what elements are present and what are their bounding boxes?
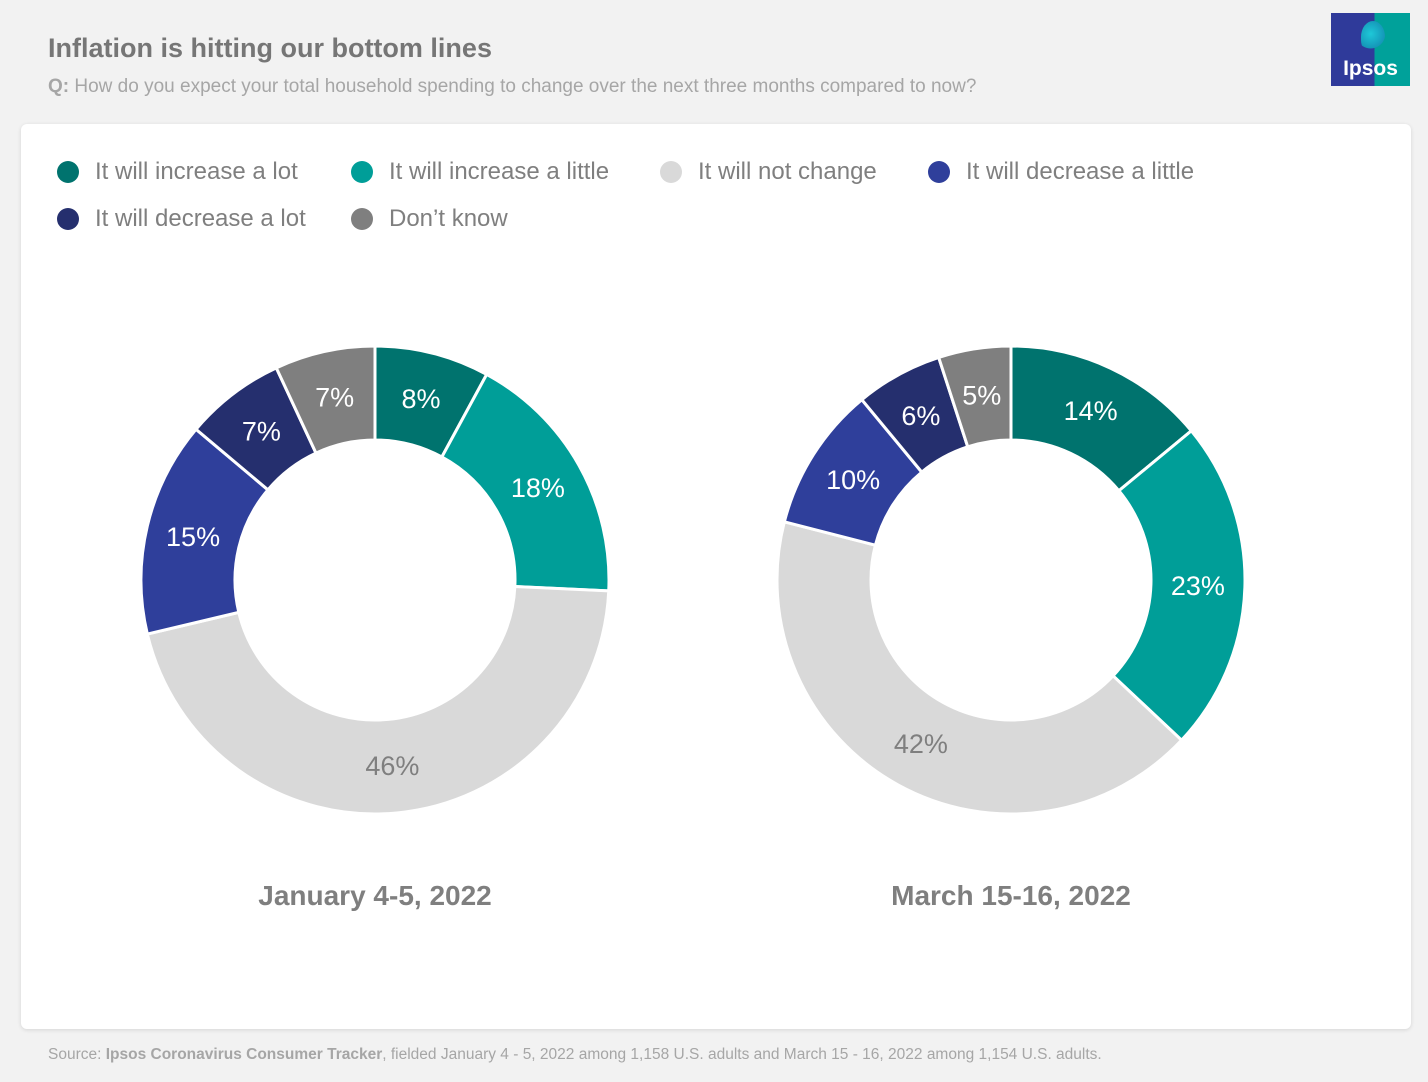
slice-increase-lot (1009, 344, 1194, 493)
slice-decrease-lot (859, 355, 970, 475)
chart-title-january: January 4-5, 2022 (258, 880, 492, 911)
data-label-no-change: 42% (894, 729, 948, 759)
source-name: Ipsos Coronavirus Consumer Tracker (105, 1046, 383, 1063)
data-label-no-change: 46% (365, 751, 419, 781)
legend-item-decrease-little: It will decrease a little (928, 158, 1194, 186)
legend-swatch (57, 208, 79, 230)
slice-dont-know (936, 344, 1013, 449)
slice-decrease-little (139, 427, 271, 636)
slice-no-change (145, 584, 611, 816)
chart-card: It will increase a lot It will increase … (21, 124, 1411, 1029)
ipsos-logo: Ipsos (1331, 13, 1410, 86)
data-label-dont-know: 5% (962, 380, 1001, 410)
data-label-decrease-lot: 7% (242, 416, 281, 446)
slice-increase-lot (373, 344, 489, 460)
data-label-decrease-lot: 6% (901, 401, 940, 431)
source-prefix: Source: (48, 1046, 102, 1063)
slice-decrease-lot (193, 365, 318, 492)
legend-swatch (351, 208, 373, 230)
legend-swatch (660, 161, 682, 183)
legend-item-increase-lot: It will increase a lot (57, 158, 298, 186)
source-details: , fielded January 4 - 5, 2022 among 1,15… (382, 1046, 1102, 1063)
data-label-increase-little: 18% (511, 473, 565, 503)
slice-increase-little (1110, 428, 1247, 743)
legend-label: Don’t know (389, 205, 508, 232)
legend-swatch (351, 161, 373, 183)
logo-text: Ipsos (1343, 57, 1398, 80)
slice-increase-little (439, 372, 611, 593)
slice-no-change (775, 519, 1184, 816)
logo-figure-icon (1361, 21, 1385, 53)
legend-label: It will decrease a lot (95, 205, 306, 232)
legend-label: It will decrease a little (966, 158, 1195, 185)
legend-swatch (928, 161, 950, 183)
legend-label: It will increase a little (389, 158, 610, 185)
question-body: How do you expect your total household s… (74, 76, 977, 97)
legend-label: It will increase a lot (95, 158, 298, 185)
legend-item-dont-know: Don’t know (351, 205, 508, 233)
legend-item-increase-little: It will increase a little (351, 158, 609, 186)
slice-decrease-little (782, 397, 924, 548)
slice-dont-know (274, 344, 377, 456)
page-title: Inflation is hitting our bottom lines (48, 33, 492, 63)
data-label-increase-little: 23% (1171, 571, 1225, 601)
legend-label: It will not change (698, 158, 877, 185)
data-label-decrease-little: 10% (826, 465, 880, 495)
legend-item-no-change: It will not change (660, 158, 877, 186)
legend: It will increase a lot It will increase … (21, 124, 1411, 254)
chart-title-march: March 15-16, 2022 (891, 880, 1131, 911)
question-text: Q: How do you expect your total househol… (48, 76, 976, 98)
data-label-increase-lot: 14% (1064, 396, 1118, 426)
data-label-dont-know: 7% (315, 382, 354, 412)
question-prefix: Q: (48, 76, 70, 97)
source-note: Source: Ipsos Coronavirus Consumer Track… (48, 1046, 1102, 1064)
legend-item-decrease-lot: It will decrease a lot (57, 205, 306, 233)
legend-swatch (57, 161, 79, 183)
data-label-increase-lot: 8% (402, 384, 441, 414)
data-label-decrease-little: 15% (166, 522, 220, 552)
